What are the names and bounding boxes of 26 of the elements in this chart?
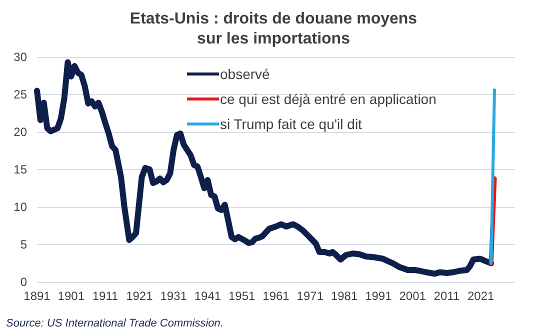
x-tick-label: 1921 (126, 289, 154, 303)
y-tick-label: 5 (20, 238, 28, 252)
y-tick-label: 20 (14, 125, 28, 139)
x-tick-label: 2021 (468, 289, 495, 303)
legend-label: ce qui est déjà entré en application (220, 91, 436, 107)
y-tick-label: 10 (14, 200, 28, 214)
x-tick-label: 1911 (92, 289, 119, 303)
y-tick-label: 25 (14, 88, 28, 102)
y-tick-label: 0 (20, 275, 28, 289)
x-tick-label: 2011 (434, 289, 460, 303)
x-tick-label: 1981 (330, 289, 358, 303)
x-tick-label: 1931 (160, 289, 188, 303)
x-tick-label: 1941 (194, 289, 222, 303)
x-tick-label: 1961 (262, 289, 290, 303)
legend-label: observé (220, 66, 270, 82)
x-tick-label: 1971 (296, 289, 324, 303)
chart-title: Etats-Unis : droits de douane moyens sur les importations (130, 10, 418, 48)
source-note: Source: US International Trade Commission. (6, 318, 224, 330)
x-tick-label: 2001 (399, 289, 426, 303)
x-tick-label: 1991 (365, 289, 392, 303)
y-tick-label: 15 (14, 162, 28, 176)
x-tick-label: 1951 (228, 289, 256, 303)
x-tick-label: 1891 (24, 289, 51, 303)
y-tick-label: 30 (14, 50, 28, 64)
legend-label: si Trump fait ce qu'il dit (220, 116, 362, 132)
x-tick-label: 1901 (58, 289, 85, 303)
